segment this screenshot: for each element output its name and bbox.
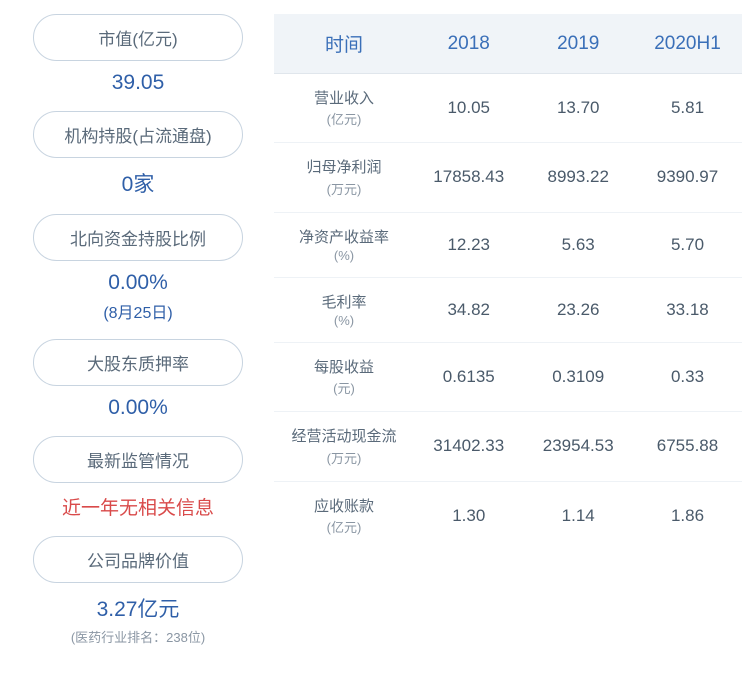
cell-value: 0.3109 [523,343,632,412]
table-body: 营业收入 (亿元) 10.05 13.70 5.81 归母净利润 (万元) 17… [274,74,742,550]
metric-cell: 应收账款 (亿元) [274,481,414,550]
metric-cell: 毛利率 (%) [274,277,414,342]
cell-value: 10.05 [414,74,523,143]
metric-name: 经营活动现金流 [291,428,396,445]
cell-value: 1.30 [414,481,523,550]
cell-value: 1.86 [633,481,742,550]
table-row: 应收账款 (亿元) 1.30 1.14 1.86 [274,481,742,550]
cell-value: 34.82 [414,277,523,342]
value-brand-value: 3.27亿元 [97,593,180,623]
pill-brand-value: 公司品牌价值 [33,536,243,583]
cell-value: 5.81 [633,74,742,143]
metric-name: 净资产收益率 [299,229,389,246]
metric-name: 归母净利润 [306,159,381,176]
value-regulatory: 近一年无相关信息 [62,493,214,520]
metric-cell: 净资产收益率 (%) [274,212,414,277]
metric-unit: (%) [280,248,408,263]
cell-value: 31402.33 [414,412,523,481]
cell-value: 17858.43 [414,143,523,212]
metric-unit: (亿元) [280,109,408,128]
cell-value: 23.26 [523,277,632,342]
table-header-row: 时间 2018 2019 2020H1 [274,14,742,74]
sub-northbound-date: (8月25日) [103,299,172,323]
cell-value: 8993.22 [523,143,632,212]
table-row: 每股收益 (元) 0.6135 0.3109 0.33 [274,343,742,412]
metric-name: 毛利率 [321,294,366,311]
metric-cell: 归母净利润 (万元) [274,143,414,212]
header-2020h1: 2020H1 [633,14,742,74]
metric-unit: (万元) [280,179,408,198]
metric-unit: (亿元) [280,517,408,536]
cell-value: 0.6135 [414,343,523,412]
pill-regulatory: 最新监管情况 [33,436,243,483]
pill-northbound: 北向资金持股比例 [33,214,243,261]
header-time: 时间 [274,14,414,74]
table-row: 营业收入 (亿元) 10.05 13.70 5.81 [274,74,742,143]
metric-unit: (元) [280,378,408,397]
note-brand-rank: (医药行业排名：238位) [71,627,205,646]
value-northbound: 0.00% [108,271,168,295]
cell-value: 12.23 [414,212,523,277]
table-row: 净资产收益率 (%) 12.23 5.63 5.70 [274,212,742,277]
financial-table: 时间 2018 2019 2020H1 营业收入 (亿元) 10.05 13.7… [274,14,742,550]
cell-value: 13.70 [523,74,632,143]
cell-value: 5.63 [523,212,632,277]
left-stats-panel: 市值(亿元) 39.05 机构持股(占流通盘) 0家 北向资金持股比例 0.00… [8,8,268,670]
metric-unit: (万元) [280,448,408,467]
pill-pledge-rate: 大股东质押率 [33,339,243,386]
metric-name: 应收账款 [314,498,374,515]
cell-value: 23954.53 [523,412,632,481]
metric-name: 营业收入 [314,90,374,107]
cell-value: 33.18 [633,277,742,342]
table-row: 归母净利润 (万元) 17858.43 8993.22 9390.97 [274,143,742,212]
value-market-cap: 39.05 [112,71,165,95]
metric-name: 每股收益 [314,359,374,376]
pill-inst-holding: 机构持股(占流通盘) [33,111,243,158]
value-pledge-rate: 0.00% [108,396,168,420]
cell-value: 1.14 [523,481,632,550]
pill-market-cap: 市值(亿元) [33,14,243,61]
cell-value: 0.33 [633,343,742,412]
metric-cell: 经营活动现金流 (万元) [274,412,414,481]
cell-value: 9390.97 [633,143,742,212]
value-inst-holding: 0家 [122,168,155,198]
financial-table-panel: 时间 2018 2019 2020H1 营业收入 (亿元) 10.05 13.7… [268,8,742,670]
cell-value: 5.70 [633,212,742,277]
metric-cell: 营业收入 (亿元) [274,74,414,143]
metric-cell: 每股收益 (元) [274,343,414,412]
table-row: 经营活动现金流 (万元) 31402.33 23954.53 6755.88 [274,412,742,481]
header-2018: 2018 [414,14,523,74]
header-2019: 2019 [523,14,632,74]
table-row: 毛利率 (%) 34.82 23.26 33.18 [274,277,742,342]
metric-unit: (%) [280,313,408,328]
cell-value: 6755.88 [633,412,742,481]
